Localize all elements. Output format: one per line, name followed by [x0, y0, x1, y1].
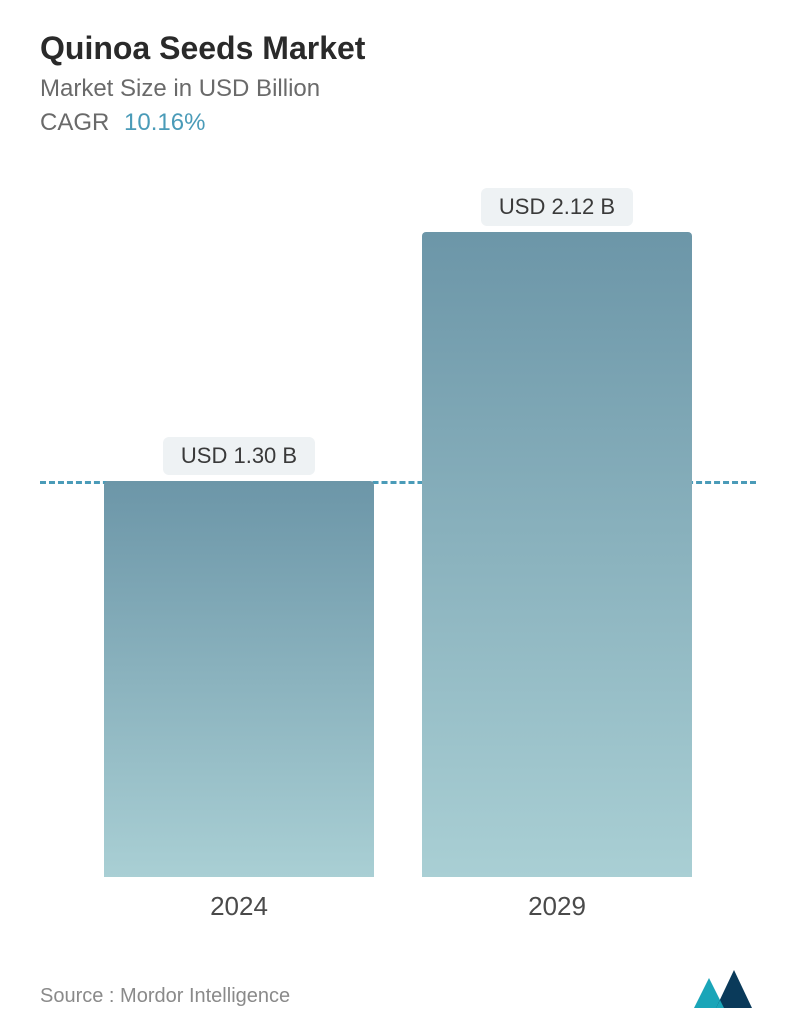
- cagr-row: CAGR 10.16%: [40, 109, 756, 137]
- chart-wrap: USD 1.30 B USD 2.12 B 2024 2029: [40, 177, 756, 940]
- cagr-value: 10.16%: [124, 109, 205, 136]
- bar: [104, 481, 374, 877]
- bar-value-label: USD 1.30 B: [163, 437, 315, 475]
- footer: Source : Mordor Intelligence: [40, 970, 756, 1014]
- x-axis-label: 2024: [104, 891, 374, 922]
- header: Quinoa Seeds Market Market Size in USD B…: [40, 30, 756, 137]
- bar-group: USD 1.30 B: [104, 437, 374, 877]
- chart-area: USD 1.30 B USD 2.12 B: [40, 177, 756, 877]
- source-text: Source : Mordor Intelligence: [40, 985, 290, 1008]
- brand-logo: [694, 970, 756, 1008]
- bars-group: USD 1.30 B USD 2.12 B: [40, 177, 756, 877]
- cagr-label: CAGR: [40, 109, 109, 136]
- x-axis-labels: 2024 2029: [40, 877, 756, 922]
- chart-title: Quinoa Seeds Market: [40, 30, 756, 67]
- bar: [422, 232, 692, 877]
- logo-icon: [694, 970, 756, 1008]
- chart-subtitle: Market Size in USD Billion: [40, 75, 756, 103]
- bar-value-label: USD 2.12 B: [481, 188, 633, 226]
- bar-group: USD 2.12 B: [422, 188, 692, 877]
- chart-container: Quinoa Seeds Market Market Size in USD B…: [0, 0, 796, 1034]
- x-axis-label: 2029: [422, 891, 692, 922]
